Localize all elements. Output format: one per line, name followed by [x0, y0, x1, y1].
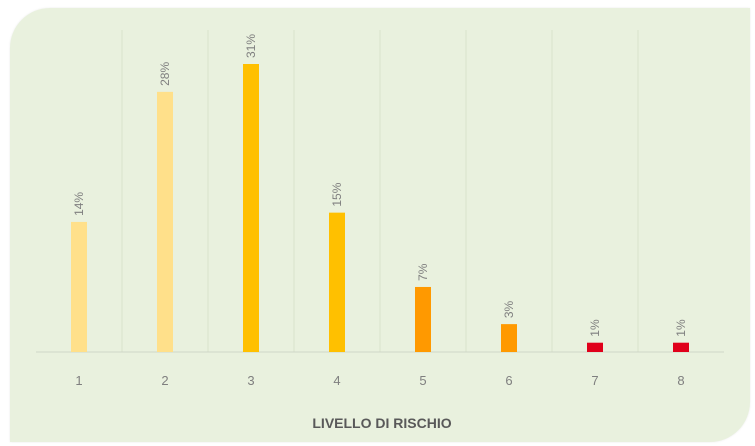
x-tick-2: 2 [161, 373, 168, 388]
bar-3 [243, 64, 259, 352]
x-tick-3: 3 [247, 373, 254, 388]
bar-1 [71, 221, 87, 352]
data-label-3: 31% [244, 34, 258, 58]
bar-2 [157, 91, 173, 352]
bar-4 [329, 212, 345, 352]
x-tick-7: 7 [591, 373, 598, 388]
x-tick-4: 4 [333, 373, 340, 388]
data-label-5: 7% [416, 263, 430, 281]
x-tick-labels-group: 1 2 3 4 5 6 7 8 [75, 373, 684, 388]
bar-5 [415, 286, 431, 352]
bars-group [71, 64, 689, 352]
x-tick-8: 8 [677, 373, 684, 388]
data-label-2: 28% [158, 62, 172, 86]
data-label-7: 1% [588, 319, 602, 337]
data-label-8: 1% [674, 319, 688, 337]
bar-6 [501, 324, 517, 352]
data-label-4: 15% [330, 182, 344, 206]
x-tick-5: 5 [419, 373, 426, 388]
data-label-1: 14% [72, 192, 86, 216]
bar-8 [673, 342, 689, 352]
grid-lines [121, 30, 639, 352]
x-tick-6: 6 [505, 373, 512, 388]
bar-7 [587, 342, 603, 352]
x-axis-title: LIVELLO DI RISCHIO [312, 415, 451, 431]
x-tick-1: 1 [75, 373, 82, 388]
data-labels-group: 14% 28% 31% 15% 7% 3% 1% 1% [72, 34, 688, 337]
data-label-6: 3% [502, 300, 516, 318]
